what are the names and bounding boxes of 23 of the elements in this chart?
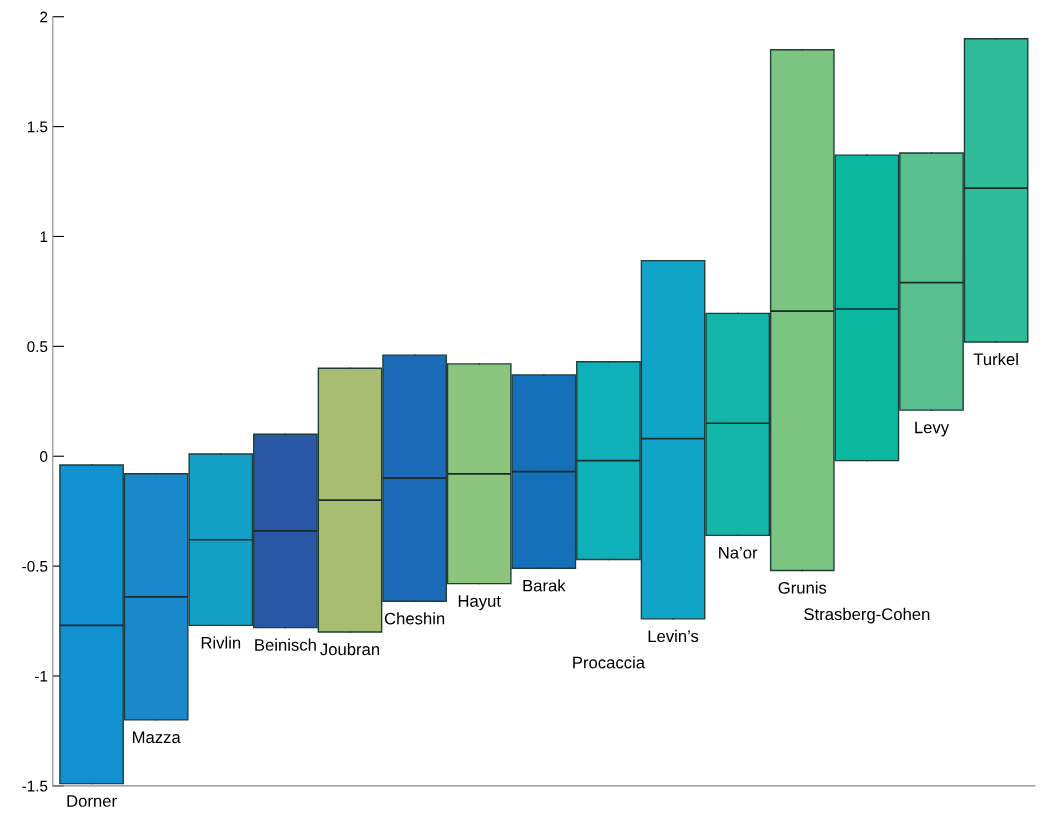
- x-tick-label: Cheshin: [384, 612, 445, 625]
- x-tick-label: Rivlin: [201, 636, 241, 649]
- y-tick-label: 1.5: [27, 121, 48, 133]
- y-tick-label: 0.5: [27, 341, 48, 353]
- x-tick-label: Grunis: [778, 581, 827, 594]
- y-tick-label: 0: [40, 451, 48, 462]
- y-tick-label: -1: [35, 670, 48, 682]
- x-tick-label: Dorner: [67, 795, 117, 807]
- x-tick-label: Hayut: [458, 595, 501, 611]
- x-tick-label: Strasberg-Cohen: [804, 607, 930, 624]
- y-tick-label: -0.5: [22, 560, 48, 572]
- y-tick-label: 1: [40, 231, 48, 242]
- y-tick-label: -1.5: [22, 780, 48, 792]
- x-tick-label: Procaccia: [573, 656, 646, 669]
- x-tick-label: Levy: [915, 421, 950, 437]
- x-tick-label: Mazza: [133, 731, 181, 744]
- x-tick-label: Joubran: [320, 643, 380, 656]
- x-tick-label: Turkel: [973, 352, 1018, 366]
- x-tick-label: Beinisch: [255, 638, 316, 651]
- x-tick-label: Na’or: [719, 546, 758, 559]
- y-tick-label: 2: [40, 11, 48, 23]
- x-tick-label: Levin’s: [648, 629, 699, 643]
- x-tick-label: Barak: [523, 579, 566, 592]
